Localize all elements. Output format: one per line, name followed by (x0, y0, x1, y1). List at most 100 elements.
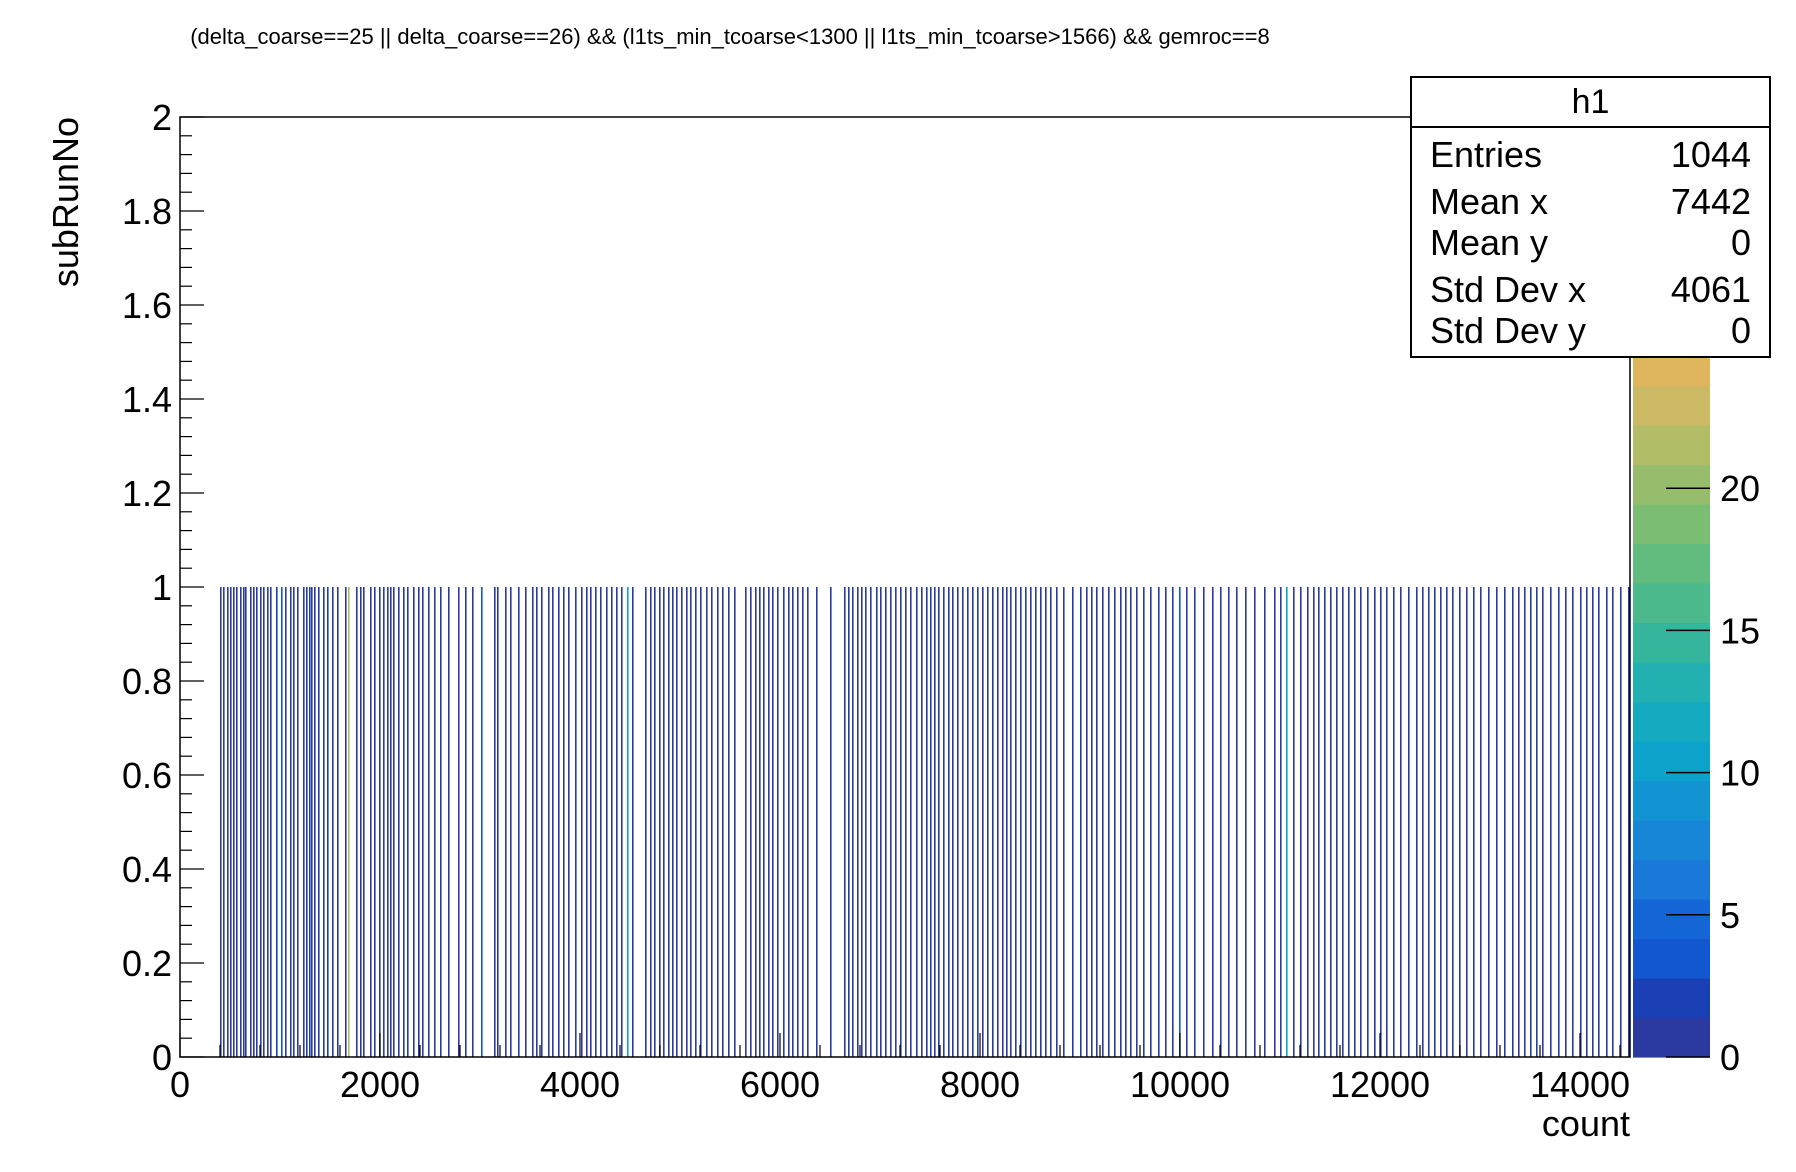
histogram-bin (1518, 587, 1520, 1057)
histogram-bin (345, 587, 347, 1057)
histogram-bin (1336, 587, 1338, 1057)
histogram-bin (621, 587, 623, 1057)
histogram-bin (263, 587, 265, 1057)
histogram-bin (236, 587, 238, 1057)
histogram-bin (1380, 587, 1382, 1057)
histogram-bin (663, 587, 665, 1057)
histogram-bin (1179, 587, 1181, 1057)
histogram-bin (992, 587, 994, 1057)
histogram-bin (240, 587, 242, 1057)
histogram-bin (1550, 587, 1552, 1057)
histogram-bin (943, 587, 945, 1057)
histogram-bin (1274, 587, 1276, 1057)
histogram-bin (220, 587, 222, 1057)
histogram-bin (276, 587, 278, 1057)
histogram-bin (1220, 587, 1222, 1057)
x-axis: 0 2000 4000 6000 8000 10000 12000 14000 (170, 1033, 1630, 1105)
histogram-bin (407, 587, 409, 1057)
histogram-bin (627, 587, 629, 1057)
histogram-bin (1293, 587, 1295, 1057)
histogram-bin (650, 587, 652, 1057)
histogram-bin (916, 587, 918, 1057)
histogram-bin (233, 587, 235, 1057)
histogram-bin (374, 587, 376, 1057)
y-axis-label: subRunNo (45, 117, 86, 287)
histogram-bin (1165, 587, 1167, 1057)
palette-band (1633, 1017, 1710, 1058)
histogram-bin (1130, 587, 1132, 1057)
histogram-bin (1158, 587, 1160, 1057)
histogram-bin (987, 587, 989, 1057)
histogram-bin (434, 587, 436, 1057)
histogram-bin (962, 587, 964, 1057)
histogram-bin (1114, 587, 1116, 1057)
histogram-bin (1006, 587, 1008, 1057)
histogram-bin (797, 587, 799, 1057)
histogram-bin (1172, 587, 1174, 1057)
histogram-bin (360, 587, 362, 1057)
histogram-bin (1236, 587, 1238, 1057)
histogram-bin (1072, 587, 1074, 1057)
histogram-bin (1473, 587, 1475, 1057)
histogram-bin (1280, 587, 1282, 1057)
histogram-bin (472, 587, 474, 1057)
histogram-bin (734, 587, 736, 1057)
histogram-bin (422, 587, 424, 1057)
x-tick-label: 2000 (340, 1064, 420, 1105)
histogram-bin (768, 587, 770, 1057)
histogram-bin (1386, 587, 1388, 1057)
histogram-bin (1408, 587, 1410, 1057)
palette-band (1633, 662, 1710, 703)
histogram-bin (1428, 587, 1430, 1057)
histogram-bin (1136, 587, 1138, 1057)
y-tick-label: 1.4 (122, 379, 172, 420)
histogram-bin (1342, 587, 1344, 1057)
histogram-bin (606, 587, 608, 1057)
histogram-bin (1434, 587, 1436, 1057)
histogram-bin (586, 587, 588, 1057)
histogram-bin (934, 587, 936, 1057)
histogram-bin (314, 587, 316, 1057)
histogram-bin (575, 587, 577, 1057)
histogram-bin (1466, 587, 1468, 1057)
histogram-bin (260, 587, 262, 1057)
palette-band (1633, 622, 1710, 663)
histogram-bin (1102, 587, 1104, 1057)
histogram-bin (654, 587, 656, 1057)
histogram-bin (1393, 587, 1395, 1057)
histogram-bin (848, 587, 850, 1057)
palette-tick-label: 0 (1720, 1037, 1740, 1078)
plot-title: (delta_coarse==25 || delta_coarse==26) &… (190, 24, 1270, 49)
y-tick-label: 0.4 (122, 849, 172, 890)
histogram-bin (672, 587, 674, 1057)
palette-tick-label: 20 (1720, 468, 1760, 509)
histogram-bin (952, 587, 954, 1057)
histogram-bin (1612, 587, 1614, 1057)
histogram-bin (977, 587, 979, 1057)
histogram-bin (997, 587, 999, 1057)
stats-row-std-dev-x: Std Dev x 4061 (1430, 267, 1751, 313)
histogram-bin (267, 587, 269, 1057)
histogram-bin (1324, 587, 1326, 1057)
histogram-bin (645, 587, 647, 1057)
x-tick-label: 4000 (540, 1064, 620, 1105)
histogram-bin (1086, 587, 1088, 1057)
histogram-bin (1254, 587, 1256, 1057)
palette-band (1633, 978, 1710, 1019)
histogram-bin (337, 587, 339, 1057)
histogram-bin (905, 587, 907, 1057)
histogram-bin (230, 587, 232, 1057)
stats-label: Mean x (1430, 181, 1549, 222)
histogram-bin (611, 587, 613, 1057)
histogram-bin (245, 587, 247, 1057)
stats-value: 7442 (1670, 181, 1751, 222)
histogram-bin (494, 587, 496, 1057)
palette-band (1633, 701, 1710, 742)
histogram-bin (497, 587, 499, 1057)
histogram-bin (363, 587, 365, 1057)
histogram-bin (243, 587, 245, 1057)
histogram-bin (865, 587, 867, 1057)
histogram-bin (830, 587, 832, 1057)
histogram-bin (1150, 587, 1152, 1057)
histogram-bin (1620, 587, 1622, 1057)
